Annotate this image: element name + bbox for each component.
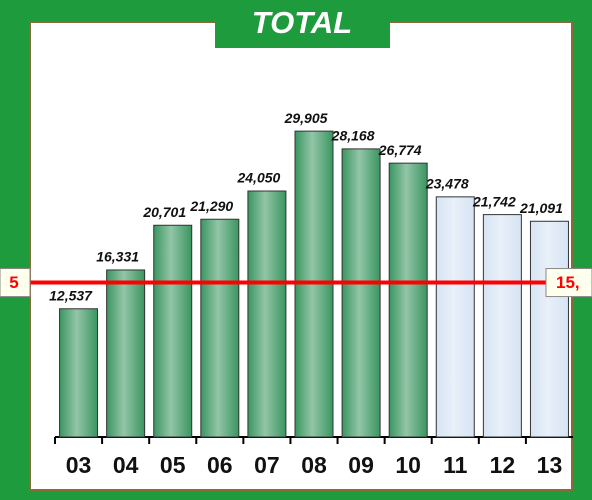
x-tick-label: 13 (537, 452, 563, 478)
bar (435, 196, 475, 438)
bar (153, 224, 193, 438)
x-tick-label: 04 (113, 452, 139, 478)
value-label: 21,290 (189, 198, 233, 214)
title-box (215, 0, 390, 48)
bar (59, 308, 99, 438)
x-tick-label: 05 (160, 452, 186, 478)
bar (388, 162, 428, 438)
bar (247, 190, 287, 438)
value-label: 23,478 (425, 176, 469, 192)
reference-label: 15, (556, 273, 580, 292)
x-tick-label: 11 (443, 452, 468, 478)
bar (106, 269, 146, 438)
bar (341, 148, 381, 438)
reference-label-box (545, 268, 592, 298)
value-label: 21,091 (519, 200, 563, 216)
value-label: 12,537 (49, 287, 93, 303)
bar (529, 220, 569, 438)
value-label: 21,742 (472, 193, 516, 209)
x-tick-label: 03 (66, 452, 92, 478)
value-label: 20,701 (142, 204, 186, 220)
value-label: 16,331 (96, 249, 139, 265)
value-label: 26,774 (378, 142, 422, 158)
chart-title: TOTAL (252, 5, 352, 40)
reference-label: 5 (9, 273, 18, 292)
value-label: 24,050 (236, 170, 280, 186)
reference-label-box (0, 268, 31, 298)
x-tick-label: 06 (207, 452, 233, 478)
x-tick-label: 12 (490, 452, 516, 478)
bar (200, 218, 240, 438)
value-label: 28,168 (331, 128, 375, 144)
value-label: 29,905 (284, 110, 328, 126)
x-tick-label: 09 (348, 452, 374, 478)
x-tick-label: 07 (254, 452, 280, 478)
x-tick-label: 10 (395, 452, 421, 478)
x-tick-label: 08 (301, 452, 327, 478)
bar (482, 214, 522, 438)
